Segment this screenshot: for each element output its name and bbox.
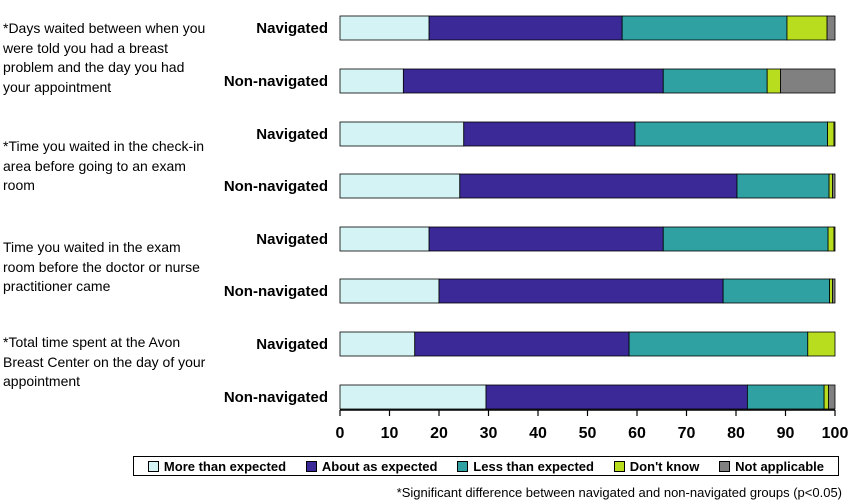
stacked-bar-chart: Navigated Non-navigated Navigated Non-navig… (224, 15, 849, 442)
bar-segment-5-2 (428, 226, 664, 252)
bar-segment-4-5 (832, 173, 836, 199)
legend-item: About as expected (305, 458, 438, 474)
legend: More than expected About as expected Less … (133, 456, 839, 476)
bar-segment-2-1 (339, 68, 404, 94)
bar-segment-6-2 (438, 278, 724, 304)
x-tick-label: 30 (480, 425, 498, 442)
bar-segment-2-4 (766, 68, 781, 94)
x-tick-label: 10 (381, 425, 399, 442)
x-tick-label: 80 (727, 425, 745, 442)
legend-label: Less than expected (473, 458, 594, 474)
bar-segment-1-3 (621, 15, 788, 41)
category-label: Non-navigated (224, 283, 328, 300)
legend-label: Don't know (629, 458, 700, 474)
bar-segment-5-5 (833, 226, 836, 252)
bar-segment-6-4 (829, 278, 833, 304)
legend-swatch (613, 460, 625, 472)
category-label: Navigated (256, 20, 328, 37)
bar-segment-8-5 (828, 384, 836, 410)
bar-segment-8-3 (746, 384, 825, 410)
legend-item: Don't know (613, 458, 700, 474)
bar-segment-7-2 (414, 331, 630, 357)
x-tick-label: 20 (430, 425, 448, 442)
bar-segment-2-3 (662, 68, 768, 94)
legend-label: About as expected (321, 458, 438, 474)
bar-segment-6-3 (722, 278, 830, 304)
bar-segment-6-5 (832, 278, 836, 304)
bar-segment-7-4 (807, 331, 836, 357)
legend-swatch (457, 460, 469, 472)
question-label-total-time: *Total time spent at the Avon Breast Cen… (3, 334, 206, 389)
bar-segment-3-2 (463, 121, 636, 147)
category-labels: Navigated Non-navigated Navigated Non-navig… (224, 20, 328, 406)
x-tick-label: 100 (822, 425, 849, 442)
bar-segment-1-2 (428, 15, 623, 41)
bar-segment-4-2 (459, 173, 738, 199)
question-label-days-waited: *Days waited between when you were told … (3, 20, 206, 95)
bar-segment-5-3 (662, 226, 829, 252)
bars-group (339, 15, 836, 410)
legend-swatch (305, 460, 317, 472)
category-label: Navigated (256, 336, 328, 353)
x-axis: 0 10 20 30 40 50 60 70 80 90 100 (336, 409, 849, 442)
bar-segment-6-1 (339, 278, 440, 304)
bar-segment-1-5 (826, 15, 836, 41)
bar-segment-3-4 (827, 121, 835, 147)
footnote: *Significant difference between navigate… (396, 485, 842, 500)
category-label: Navigated (256, 231, 328, 248)
bar-segment-2-2 (402, 68, 664, 94)
x-tick-label: 0 (336, 425, 345, 442)
bar-segment-4-4 (828, 173, 833, 199)
bar-segment-1-4 (786, 15, 828, 41)
legend-item: Not applicable (719, 459, 824, 474)
bar-segment-3-1 (339, 121, 465, 147)
x-tick-label: 70 (678, 425, 696, 442)
bar-segment-8-1 (339, 384, 487, 410)
bar-segment-5-4 (827, 226, 835, 252)
bar-segment-3-3 (634, 121, 828, 147)
bar-segment-4-3 (736, 173, 830, 199)
legend-label: More than expected (163, 458, 287, 474)
bar-segment-2-5 (780, 68, 836, 94)
bar-segment-5-1 (339, 226, 430, 252)
x-tick-label: 90 (777, 425, 795, 442)
bar-segment-3-5 (833, 121, 836, 147)
category-label: Navigated (256, 126, 328, 143)
legend-label: Not applicable (735, 458, 825, 474)
legend-swatch (147, 460, 159, 472)
x-tick-label: 60 (628, 425, 646, 442)
x-tick-label: 40 (529, 425, 547, 442)
question-label-exam-room-wait: Time you waited in the exam room before … (3, 239, 200, 294)
category-label: Non-navigated (224, 178, 328, 195)
legend-item: More than expected (147, 458, 287, 474)
legend-item: Less than expected (457, 459, 594, 474)
bar-segment-7-3 (628, 331, 809, 357)
x-tick-label: 50 (579, 425, 597, 442)
bar-segment-8-4 (823, 384, 829, 410)
bar-segment-4-1 (339, 173, 461, 199)
legend-swatch (719, 460, 731, 472)
bar-segment-1-1 (339, 15, 430, 41)
bar-segment-8-2 (485, 384, 748, 410)
category-label: Non-navigated (224, 389, 328, 406)
bar-segment-7-1 (339, 331, 416, 357)
category-label: Non-navigated (224, 73, 328, 90)
question-label-check-in-wait: *Time you waited in the check-in area be… (3, 138, 205, 193)
